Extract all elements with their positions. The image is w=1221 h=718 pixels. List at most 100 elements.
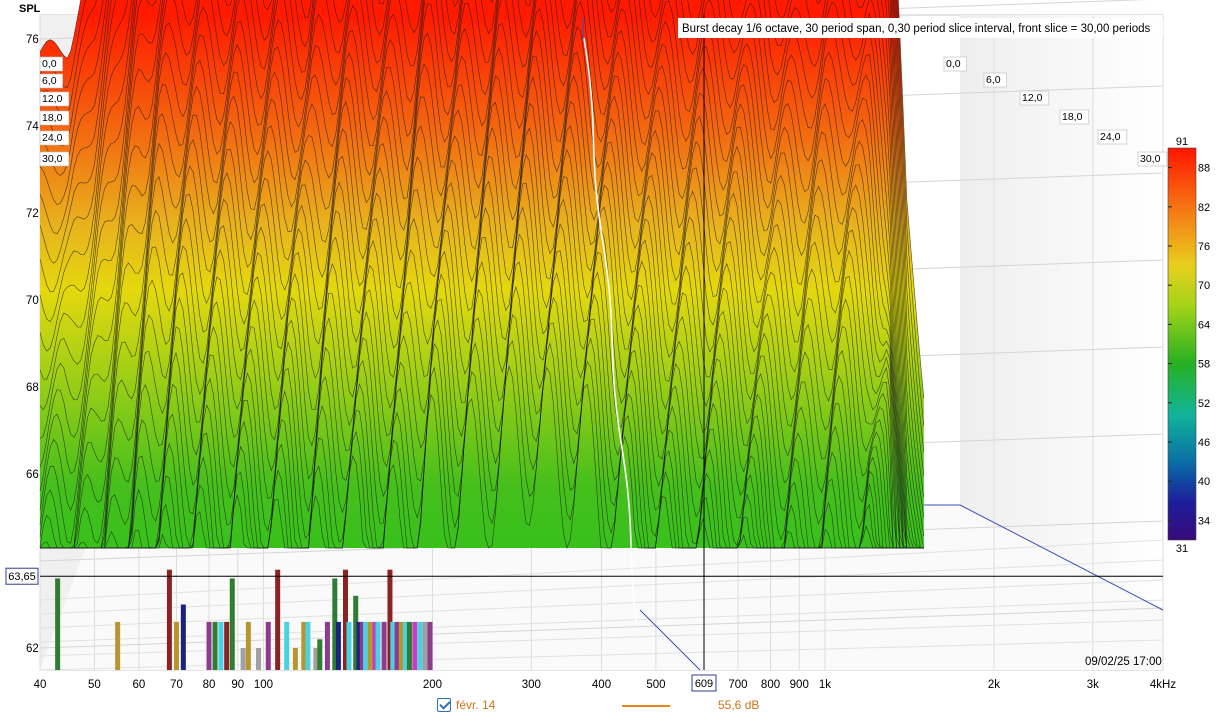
impulse-bar bbox=[417, 621, 423, 670]
impulse-bar bbox=[180, 604, 186, 670]
impulse-bar bbox=[218, 621, 224, 670]
y-tick-label: 72 bbox=[26, 208, 39, 220]
x-tick-label: 100 bbox=[254, 679, 273, 691]
legend-value: 55,6 dB bbox=[718, 698, 760, 712]
depth-label-box bbox=[1137, 151, 1168, 167]
decay-slice-line bbox=[40, 0, 924, 549]
y-tick-label: 76 bbox=[26, 34, 39, 46]
x-tick-label: 90 bbox=[231, 679, 244, 691]
depth-label-box bbox=[39, 130, 70, 146]
title-box bbox=[678, 18, 1163, 38]
depth-label-right: 18,0 bbox=[1062, 111, 1083, 123]
cursor-y-box bbox=[5, 567, 39, 585]
y-tick-label: 66 bbox=[26, 469, 39, 481]
x-tick-label: 2k bbox=[988, 679, 1000, 691]
impulse-bar bbox=[375, 621, 381, 670]
x-tick-label: 1k bbox=[819, 679, 831, 691]
decay-slice-line bbox=[40, 127, 924, 549]
decay-slice-line bbox=[39, 0, 924, 549]
impulse-bar bbox=[115, 621, 121, 670]
colorbar: 91 31 88 82 76 70 64 58 52 46 40 34 bbox=[1167, 136, 1210, 555]
impulse-bar bbox=[335, 621, 341, 670]
impulse-bar bbox=[406, 621, 412, 670]
cursor-lines[interactable] bbox=[40, 15, 1163, 671]
depth-label-left: 30,0 bbox=[42, 153, 63, 165]
cursor-x-label: 609 bbox=[695, 678, 713, 690]
impulse-bar bbox=[256, 648, 262, 670]
right-wall bbox=[960, 15, 1163, 610]
x-tick-label: 40 bbox=[34, 679, 47, 691]
colorbar-gradient bbox=[1167, 147, 1197, 541]
depth-label-box bbox=[943, 56, 967, 72]
impulse-bar bbox=[173, 621, 179, 670]
colorbar-tick-label: 76 bbox=[1198, 241, 1210, 253]
decay-slice-line bbox=[39, 0, 924, 549]
impulse-bar bbox=[398, 621, 404, 670]
impulse-bar bbox=[332, 578, 338, 670]
impulse-bar bbox=[372, 621, 378, 670]
impulse-bar bbox=[342, 569, 348, 670]
colorbar-tick-label: 64 bbox=[1198, 319, 1210, 331]
impulse-bar bbox=[224, 621, 230, 670]
impulse-bar bbox=[317, 639, 323, 670]
x-tick-label: 3k bbox=[1087, 679, 1099, 691]
depth-label-box bbox=[1019, 90, 1050, 106]
impulse-bar bbox=[275, 569, 281, 670]
impulse-bar bbox=[422, 621, 428, 670]
waterfall-surface bbox=[39, 0, 925, 624]
decay-slice-line bbox=[40, 30, 924, 549]
impulse-bar bbox=[229, 578, 235, 670]
impulse-bar bbox=[212, 621, 218, 670]
decay-slice-line bbox=[40, 55, 924, 549]
floor-grid-line bbox=[39, 559, 1164, 615]
x-tick-label: 80 bbox=[203, 679, 216, 691]
y-tick-label: 62 bbox=[26, 643, 39, 655]
decay-slice-line bbox=[39, 0, 924, 549]
impulse-bar bbox=[359, 621, 365, 670]
impulse-bar bbox=[301, 621, 307, 670]
x-tick-label: 70 bbox=[170, 679, 183, 691]
y-tick-label: 70 bbox=[26, 295, 39, 307]
colorbar-min-label: 31 bbox=[1176, 543, 1188, 555]
cursor-y-label: 63,65 bbox=[8, 571, 36, 583]
depth-label-right: 6,0 bbox=[986, 74, 1001, 86]
impulse-bar bbox=[387, 569, 393, 670]
decay-slice-line bbox=[39, 0, 924, 549]
impulse-bar bbox=[427, 621, 433, 670]
x-tick-label: 400 bbox=[592, 679, 611, 691]
legend: févr. 14 55,6 dB bbox=[0, 694, 1221, 718]
cursor-trace bbox=[583, 37, 638, 624]
colorbar-tick-label: 40 bbox=[1198, 476, 1210, 488]
impulse-bar bbox=[390, 621, 396, 670]
floor-grid-line bbox=[39, 539, 1164, 601]
decay-slice-line bbox=[40, 76, 924, 549]
colorbar-tick-label: 88 bbox=[1198, 163, 1210, 175]
legend-series-label: févr. 14 bbox=[456, 698, 496, 712]
decay-slice-line bbox=[39, 0, 924, 549]
impulse-bar bbox=[402, 621, 408, 670]
impulse-bar bbox=[313, 648, 319, 670]
x-tick-label: 900 bbox=[790, 679, 809, 691]
depth-label-left: 18,0 bbox=[42, 112, 63, 124]
impulse-bar bbox=[367, 621, 373, 670]
impulse-bar bbox=[356, 621, 362, 670]
impulse-bar bbox=[284, 621, 290, 670]
impulse-bar bbox=[305, 621, 311, 670]
depth-label-right: 24,0 bbox=[1100, 131, 1121, 143]
colorbar-tick-label: 82 bbox=[1198, 202, 1210, 214]
x-tick-label: 50 bbox=[88, 679, 101, 691]
x-tick-label: 800 bbox=[761, 679, 780, 691]
depth-label-left: 24,0 bbox=[42, 132, 63, 144]
x-tick-label: 700 bbox=[728, 679, 747, 691]
depth-label-box bbox=[39, 56, 63, 72]
decay-slice-line bbox=[40, 365, 924, 550]
depth-label-left: 6,0 bbox=[42, 75, 57, 87]
plot-area[interactable]: 6266687072747678808284868890405060708090… bbox=[0, 0, 1221, 694]
x-tick-label: 200 bbox=[423, 679, 442, 691]
legend-line-swatch bbox=[622, 705, 670, 707]
impulse-bar bbox=[166, 569, 172, 670]
axis-labels: 6266687072747678808284868890405060708090… bbox=[5, 34, 1176, 692]
depth-label-box bbox=[1059, 109, 1090, 125]
legend-checkbox[interactable] bbox=[437, 698, 451, 712]
